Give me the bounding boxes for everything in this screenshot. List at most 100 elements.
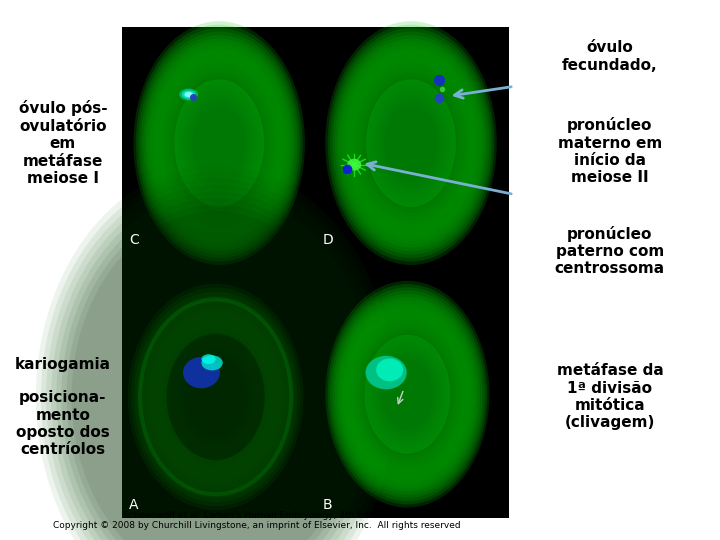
Ellipse shape [369, 84, 453, 202]
Ellipse shape [335, 35, 487, 251]
Ellipse shape [379, 98, 443, 188]
Ellipse shape [137, 296, 294, 498]
Ellipse shape [342, 303, 473, 485]
Ellipse shape [61, 198, 370, 540]
Ellipse shape [356, 323, 459, 465]
Ellipse shape [382, 359, 433, 430]
Ellipse shape [141, 32, 297, 254]
Ellipse shape [357, 66, 465, 220]
Ellipse shape [366, 356, 407, 389]
Text: Schoenwolf et al: Larsen's Human Embryology, 4th Edition.
Copyright © 2008 by Ch: Schoenwolf et al: Larsen's Human Embryol… [53, 511, 461, 530]
Ellipse shape [159, 324, 272, 470]
Ellipse shape [377, 352, 438, 436]
Ellipse shape [166, 334, 265, 460]
Ellipse shape [66, 205, 365, 540]
Ellipse shape [351, 316, 464, 472]
Ellipse shape [166, 332, 266, 462]
Ellipse shape [150, 312, 282, 482]
Ellipse shape [370, 342, 445, 446]
Ellipse shape [184, 92, 193, 97]
Ellipse shape [168, 336, 263, 457]
Ellipse shape [346, 310, 469, 478]
Ellipse shape [372, 346, 443, 443]
Ellipse shape [168, 70, 271, 216]
Ellipse shape [340, 42, 482, 244]
Ellipse shape [333, 291, 482, 498]
Ellipse shape [143, 304, 288, 490]
Ellipse shape [330, 28, 492, 258]
Ellipse shape [180, 87, 258, 199]
Ellipse shape [153, 316, 279, 478]
Ellipse shape [162, 328, 269, 465]
Ellipse shape [148, 42, 290, 244]
Ellipse shape [359, 70, 462, 216]
Text: óvulo
fecundado,: óvulo fecundado, [562, 40, 657, 73]
Ellipse shape [382, 102, 441, 185]
Ellipse shape [190, 102, 248, 185]
Ellipse shape [364, 77, 457, 210]
Ellipse shape [379, 355, 436, 433]
Text: metáfase da
1ª divisão
mitótica
(clivagem): metáfase da 1ª divisão mitótica (clivage… [557, 363, 663, 430]
Ellipse shape [364, 335, 451, 454]
Ellipse shape [376, 359, 403, 381]
Ellipse shape [339, 300, 475, 488]
Ellipse shape [344, 307, 471, 482]
Ellipse shape [184, 356, 247, 437]
Ellipse shape [333, 32, 490, 254]
Ellipse shape [343, 45, 480, 241]
Ellipse shape [365, 336, 449, 453]
Ellipse shape [147, 308, 284, 486]
Ellipse shape [335, 294, 480, 495]
Ellipse shape [145, 39, 293, 247]
Ellipse shape [179, 89, 198, 100]
Ellipse shape [361, 329, 454, 459]
Ellipse shape [359, 326, 456, 462]
Text: posiciona-
mento
oposto dos
centríolos: posiciona- mento oposto dos centríolos [16, 390, 109, 457]
Ellipse shape [325, 21, 497, 265]
Ellipse shape [192, 105, 246, 181]
Ellipse shape [175, 345, 256, 449]
Ellipse shape [337, 297, 478, 491]
Text: B: B [323, 498, 333, 512]
Ellipse shape [183, 357, 220, 388]
Ellipse shape [136, 25, 302, 261]
Ellipse shape [182, 91, 256, 195]
Ellipse shape [187, 361, 244, 433]
Ellipse shape [328, 25, 495, 261]
Ellipse shape [366, 79, 456, 207]
Ellipse shape [374, 349, 440, 440]
Ellipse shape [143, 35, 295, 251]
Ellipse shape [175, 80, 264, 206]
Ellipse shape [352, 59, 470, 227]
Ellipse shape [174, 79, 264, 207]
Ellipse shape [348, 313, 466, 475]
Ellipse shape [202, 355, 222, 370]
Ellipse shape [347, 52, 474, 234]
Text: A: A [129, 498, 139, 512]
Ellipse shape [372, 87, 450, 199]
Ellipse shape [166, 66, 273, 220]
Ellipse shape [133, 21, 305, 265]
Ellipse shape [163, 63, 276, 223]
Bar [122, 27, 509, 518]
Ellipse shape [178, 84, 261, 202]
Ellipse shape [355, 63, 467, 223]
Ellipse shape [362, 73, 460, 213]
Ellipse shape [384, 105, 438, 181]
Ellipse shape [127, 284, 304, 510]
Text: pronúcleo
paterno com
centrossoma: pronúcleo paterno com centrossoma [555, 226, 665, 276]
Ellipse shape [51, 185, 380, 540]
Ellipse shape [140, 300, 291, 494]
Ellipse shape [138, 28, 300, 258]
Ellipse shape [158, 56, 281, 230]
Ellipse shape [178, 348, 253, 446]
Ellipse shape [350, 56, 472, 230]
Ellipse shape [377, 94, 445, 192]
Text: C: C [129, 233, 139, 247]
Ellipse shape [363, 333, 452, 456]
Ellipse shape [46, 178, 385, 540]
Ellipse shape [173, 77, 266, 210]
Ellipse shape [328, 284, 487, 504]
Ellipse shape [56, 192, 375, 540]
Ellipse shape [185, 94, 253, 192]
